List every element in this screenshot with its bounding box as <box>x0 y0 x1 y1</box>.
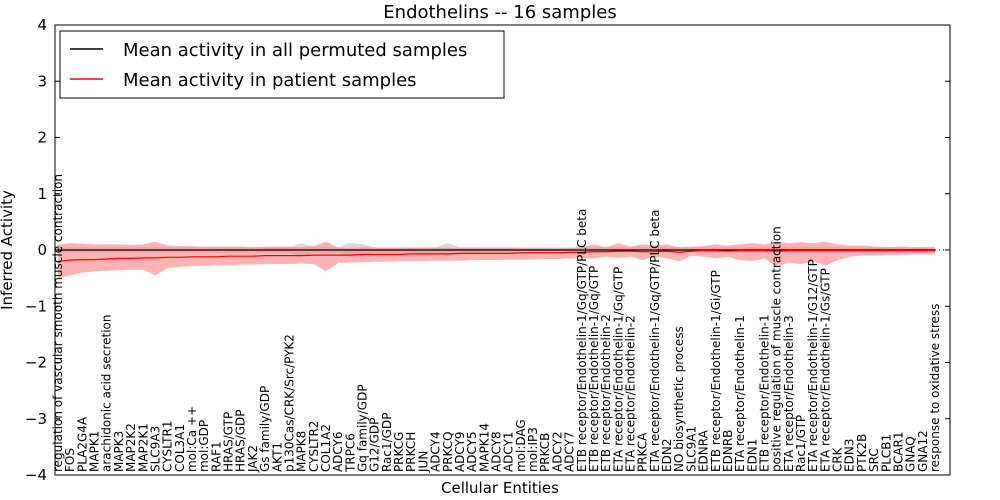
entity-label: ETB receptor/Endothelin-1/Gi/GTP <box>709 270 723 472</box>
entity-label: PRKCA <box>636 432 650 472</box>
entity-label: COL3A1 <box>173 424 187 472</box>
entity-label: positive regulation of muscle contractio… <box>770 226 784 472</box>
entity-label: ETB receptor/Endothelin-1/Gq/GTP <box>587 266 601 472</box>
y-tick-label: −1 <box>25 297 47 315</box>
entity-label: BCAR1 <box>892 431 906 472</box>
entity-label: RAF1 <box>209 441 223 472</box>
legend-label-permuted: Mean activity in all permuted samples <box>123 40 467 61</box>
entity-label: COL1A2 <box>319 424 333 472</box>
entity-label: ADCY9 <box>453 431 467 472</box>
entity-label: SLC9A1 <box>684 426 698 472</box>
entity-label: ETB receptor/Endothelin-1/Gq/GTP/PLC bet… <box>575 209 589 472</box>
entity-label: PRKCQ <box>441 431 455 472</box>
entity-label: EDN2 <box>660 439 674 472</box>
entity-label: EDN1 <box>745 439 759 472</box>
entity-label: SLC9A3 <box>148 426 162 472</box>
entity-label: mol:GDP <box>197 420 211 472</box>
entity-label: mol:DAG <box>514 419 528 472</box>
y-tick-label: 2 <box>37 129 47 147</box>
legend: Mean activity in all permuted samples Me… <box>59 30 505 99</box>
entity-label: EDN3 <box>843 439 857 472</box>
entity-label: ETA receptor/Endothelin-1 <box>733 315 747 472</box>
entity-label: MAP2K1 <box>136 423 150 472</box>
entity-label: NO biosynthetic process <box>672 326 686 472</box>
entity-label: Gs family/GDP <box>258 386 272 472</box>
y-axis-ticks: −4 −3 −2 −1 0 1 2 3 4 <box>25 16 950 484</box>
entity-label: AKT1 <box>270 442 284 472</box>
entity-label: ADCY1 <box>502 431 516 472</box>
y-tick-label: 0 <box>37 241 47 259</box>
entity-label: GNA12 <box>916 430 930 472</box>
entity-label: TRPC6 <box>343 433 357 473</box>
entity-label: Gq family/GDP <box>356 384 370 472</box>
entity-label: ETB receptor/Endothelin-1 <box>758 314 772 472</box>
y-tick-label: −2 <box>25 354 47 372</box>
entity-label: regulation of vascular smooth muscle con… <box>51 174 65 472</box>
entity-label: Rac1/GDP <box>380 413 394 472</box>
chart-title: Endothelins -- 16 samples <box>383 2 616 23</box>
entity-label: MAPK1 <box>88 431 102 472</box>
entity-label: arachidonic acid secretion <box>100 314 114 471</box>
y-tick-label: 1 <box>37 185 47 203</box>
entity-label: ETA receptor/Endothelin-1/Gq/GTP/PLC bet… <box>648 210 662 472</box>
entity-label: PRKCG <box>392 432 406 472</box>
entity-label: ADCY4 <box>429 431 443 472</box>
entity-label: ADCY5 <box>465 431 479 472</box>
entity-label: ETA receptor/Endothelin-2 <box>624 315 638 472</box>
entity-label: CYSLTR2 <box>307 421 321 472</box>
entity-label: Rac1/GTP <box>794 415 808 472</box>
y-axis-label: Inferred Activity <box>0 190 16 310</box>
series-lines <box>57 249 935 262</box>
entity-label: mol:Ca ++ <box>185 406 199 472</box>
entity-label: FOS <box>63 448 77 472</box>
patient-mean-line <box>57 250 935 262</box>
entity-label: G12/GDP <box>368 418 382 472</box>
entity-label: ADCY6 <box>331 431 345 472</box>
x-axis-label: Cellular Entities <box>441 479 559 497</box>
entity-label: MAP2K2 <box>124 423 138 472</box>
entity-label: SRC <box>867 448 881 472</box>
entity-label: CYSLTR1 <box>161 421 175 472</box>
entity-label: HRAS/GTP <box>222 412 236 472</box>
entity-label: JAK2 <box>246 445 260 473</box>
y-tick-label: −3 <box>25 410 47 428</box>
entity-label: GNAQ <box>904 436 918 472</box>
entity-label: ETB receptor/Endothelin-2 <box>599 314 613 472</box>
entity-label: EDNRB <box>721 430 735 472</box>
entity-label: PLCB1 <box>879 434 893 472</box>
entity-label: CRK <box>831 446 845 472</box>
entity-label: mol:IP3 <box>526 427 540 472</box>
entity-label: ADCY8 <box>490 431 504 472</box>
entity-label: MAPK8 <box>295 431 309 472</box>
entity-label: MAPK3 <box>112 431 126 472</box>
entity-label: PTK2B <box>855 434 869 472</box>
entity-label: p130Cas/CRK/Src/PYK2 <box>282 334 296 472</box>
entity-label: HRAS/GDP <box>234 409 248 472</box>
entity-label: EDNRA <box>697 429 711 472</box>
entity-label: PRKCB <box>538 433 552 472</box>
legend-label-patient: Mean activity in patient samples <box>123 70 417 91</box>
entity-label: ADCY2 <box>550 431 564 472</box>
y-tick-label: 4 <box>37 16 47 34</box>
entity-label: JUN <box>416 451 430 473</box>
entity-label: ETA receptor/Endothelin-1/Gs/GTP <box>818 268 832 472</box>
entity-label: ETA receptor/Endothelin-3 <box>782 315 796 472</box>
entity-label: PRKCH <box>404 432 418 472</box>
entity-label: ETA receptor/Endothelin-1/G12/GTP <box>806 259 820 472</box>
y-tick-label: −4 <box>25 466 47 484</box>
entity-label: MAPK14 <box>477 423 491 472</box>
y-tick-label: 3 <box>37 72 47 90</box>
entity-label: PLA2G4A <box>75 416 89 472</box>
entity-label: response to oxidative stress <box>928 304 942 472</box>
entity-label: ETA receptor/Endothelin-1/Gq/GTP <box>611 267 625 472</box>
entity-labels: regulation of vascular smooth muscle con… <box>51 174 942 473</box>
legend-box <box>59 30 505 99</box>
entity-label: ADCY7 <box>563 431 577 472</box>
